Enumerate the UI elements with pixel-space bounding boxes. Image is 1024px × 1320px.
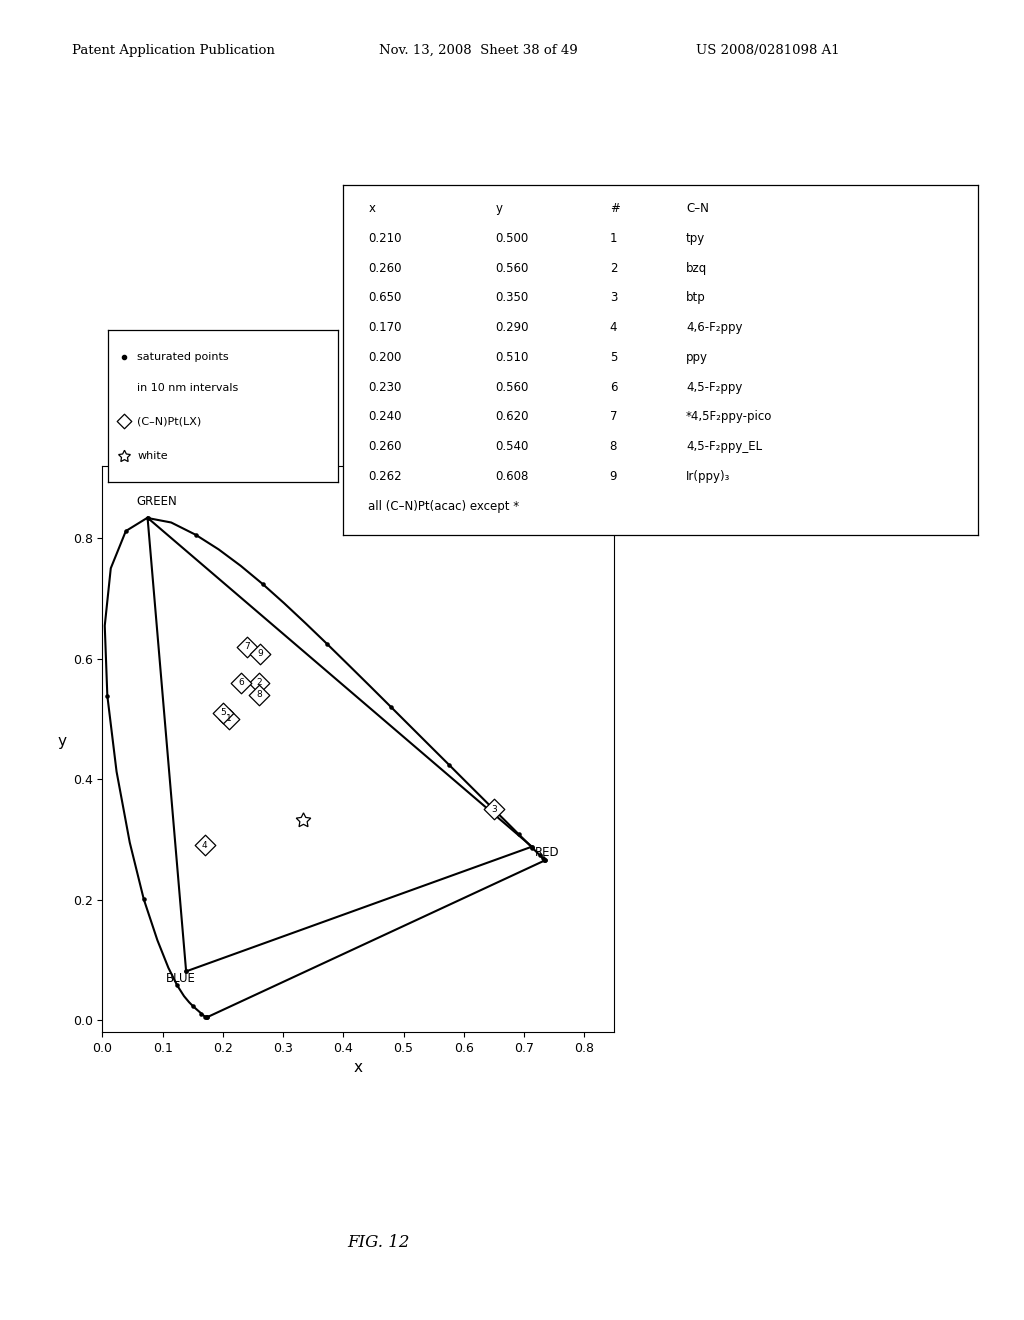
Y-axis label: y: y <box>57 734 67 748</box>
Point <box>239 636 255 657</box>
Text: 8: 8 <box>609 440 617 453</box>
Text: BLUE: BLUE <box>166 973 196 985</box>
Text: 3: 3 <box>609 292 617 305</box>
Point <box>215 702 231 723</box>
Text: 9: 9 <box>257 649 263 659</box>
Text: 4,5-F₂ppy_EL: 4,5-F₂ppy_EL <box>686 440 762 453</box>
Text: C–N: C–N <box>686 202 709 215</box>
Text: 0.350: 0.350 <box>496 292 528 305</box>
Text: 3: 3 <box>492 805 497 814</box>
Text: Nov. 13, 2008  Sheet 38 of 49: Nov. 13, 2008 Sheet 38 of 49 <box>379 44 578 57</box>
Text: 0.560: 0.560 <box>496 380 528 393</box>
Point <box>251 672 267 693</box>
Point <box>252 643 268 664</box>
Text: 4: 4 <box>609 321 617 334</box>
Text: saturated points: saturated points <box>137 352 229 362</box>
Text: bzq: bzq <box>686 261 708 275</box>
Text: tpy: tpy <box>686 232 706 246</box>
Text: *4,5F₂ppy-pico: *4,5F₂ppy-pico <box>686 411 772 424</box>
Text: RED: RED <box>535 846 559 859</box>
Point <box>232 672 249 693</box>
Text: 6: 6 <box>609 380 617 393</box>
Text: 0.170: 0.170 <box>369 321 402 334</box>
Text: all (C–N)Pt(acac) except *: all (C–N)Pt(acac) except * <box>369 500 519 512</box>
Text: 4: 4 <box>202 841 208 850</box>
Text: 0.650: 0.650 <box>369 292 401 305</box>
Text: 0.540: 0.540 <box>496 440 528 453</box>
Text: US 2008/0281098 A1: US 2008/0281098 A1 <box>696 44 840 57</box>
Text: 4,5-F₂ppy: 4,5-F₂ppy <box>686 380 742 393</box>
Text: #: # <box>609 202 620 215</box>
Text: Patent Application Publication: Patent Application Publication <box>72 44 274 57</box>
Text: 1: 1 <box>226 714 231 723</box>
Text: 9: 9 <box>609 470 617 483</box>
Text: GREEN: GREEN <box>136 495 177 508</box>
Text: 1: 1 <box>609 232 617 246</box>
Text: 0.240: 0.240 <box>369 411 402 424</box>
Text: ppy: ppy <box>686 351 708 364</box>
Text: FIG. 12: FIG. 12 <box>347 1234 411 1251</box>
Text: 0.510: 0.510 <box>496 351 528 364</box>
X-axis label: x: x <box>354 1060 362 1076</box>
Point <box>251 684 267 705</box>
Text: (C–N)Pt(LX): (C–N)Pt(LX) <box>137 416 202 426</box>
Text: 0.260: 0.260 <box>369 440 402 453</box>
Text: 0.262: 0.262 <box>369 470 402 483</box>
Text: 6: 6 <box>238 678 244 688</box>
Text: 0.560: 0.560 <box>496 261 528 275</box>
Text: 8: 8 <box>256 690 262 700</box>
Text: 0.620: 0.620 <box>496 411 529 424</box>
Point <box>116 411 132 432</box>
Point <box>485 799 502 820</box>
Text: 7: 7 <box>609 411 617 424</box>
Text: white: white <box>137 451 168 461</box>
Text: 4,6-F₂ppy: 4,6-F₂ppy <box>686 321 742 334</box>
Text: 0.260: 0.260 <box>369 261 402 275</box>
Text: 7: 7 <box>244 643 250 651</box>
Text: 0.200: 0.200 <box>369 351 401 364</box>
Text: 0.210: 0.210 <box>369 232 402 246</box>
Text: 0.290: 0.290 <box>496 321 529 334</box>
Text: in 10 nm intervals: in 10 nm intervals <box>137 383 239 392</box>
Text: y: y <box>496 202 503 215</box>
Text: x: x <box>369 202 376 215</box>
Text: 0.608: 0.608 <box>496 470 528 483</box>
Point <box>197 836 213 857</box>
Text: 2: 2 <box>256 678 262 688</box>
Text: 5: 5 <box>609 351 617 364</box>
Text: 5: 5 <box>220 709 225 718</box>
Text: 0.230: 0.230 <box>369 380 401 393</box>
Text: 2: 2 <box>609 261 617 275</box>
Text: Ir(ppy)₃: Ir(ppy)₃ <box>686 470 730 483</box>
Text: 0.500: 0.500 <box>496 232 528 246</box>
Text: btp: btp <box>686 292 706 305</box>
Point <box>221 709 238 730</box>
